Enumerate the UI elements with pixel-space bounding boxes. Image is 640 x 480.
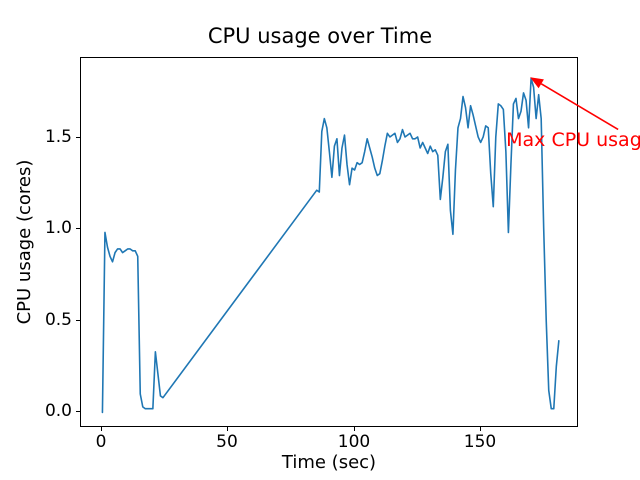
ytick-label-1-5: 1.5 [44,127,72,147]
ytick-label-0-0: 0.0 [44,401,72,421]
data-line-plot [101,77,560,414]
plot-axes-frame [80,57,578,427]
ytick-label-1-0: 1.0 [44,218,72,238]
xtick-mark-150 [480,427,482,431]
xtick-mark-100 [354,427,356,431]
annotation-label-max-cpu-usage: Max CPU usage [506,129,640,152]
ytick-mark-1-5 [76,137,80,139]
series-cpu-usage-line [101,77,560,414]
ytick-label-0-5: 0.5 [44,310,72,330]
xtick-mark-50 [227,427,229,431]
ytick-mark-0-5 [76,320,80,322]
xtick-label-50: 50 [216,432,238,452]
ytick-mark-1-0 [76,228,80,230]
y-axis-label: CPU usage (cores) [14,159,35,325]
ytick-mark-0-0 [76,411,80,413]
xtick-label-100: 100 [337,432,371,452]
xtick-label-0: 0 [95,432,107,452]
x-axis-label: Time (sec) [281,452,377,473]
xtick-label-150: 150 [463,432,497,452]
chart-title: CPU usage over Time [207,24,433,48]
xtick-mark-0 [101,427,103,431]
